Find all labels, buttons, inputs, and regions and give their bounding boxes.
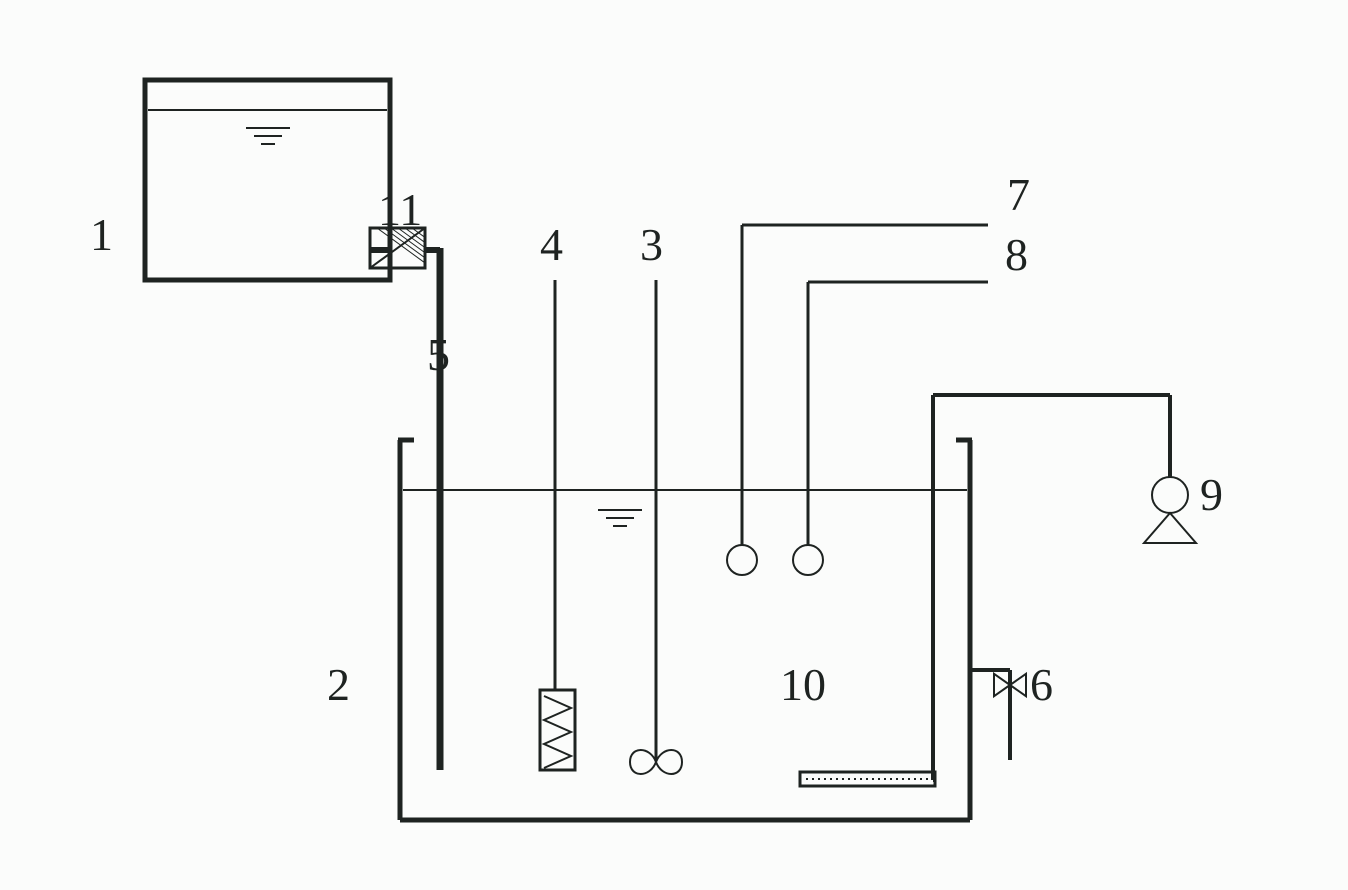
label-2: 2 bbox=[327, 659, 350, 710]
label-8: 8 bbox=[1005, 229, 1028, 280]
label-1: 1 bbox=[90, 209, 113, 260]
label-10: 10 bbox=[780, 659, 826, 710]
label-7: 7 bbox=[1007, 169, 1030, 220]
background bbox=[0, 0, 1348, 890]
schematic-canvas: 1 2 3 4 5 6 7 8 9 10 11 bbox=[0, 0, 1348, 890]
label-3: 3 bbox=[640, 219, 663, 270]
label-11: 11 bbox=[378, 184, 422, 235]
label-6: 6 bbox=[1030, 659, 1053, 710]
label-9: 9 bbox=[1200, 469, 1223, 520]
label-5: 5 bbox=[427, 329, 450, 380]
label-4: 4 bbox=[540, 219, 563, 270]
